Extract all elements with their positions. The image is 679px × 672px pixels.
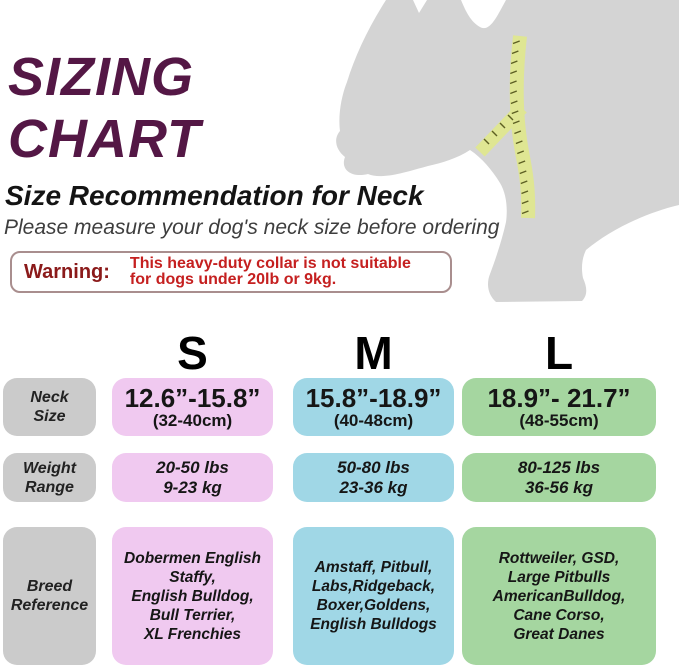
dog-silhouette-icon: [336, 0, 679, 302]
breed-line: Cane Corso,: [513, 606, 605, 624]
measure-note: Please measure your dog's neck size befo…: [4, 216, 500, 239]
row-label-line: Size: [33, 408, 66, 425]
size-header-s: S: [177, 327, 208, 379]
breed-line: Dobermen English: [124, 549, 261, 567]
neck-inches: 12.6”-15.8”: [124, 383, 261, 413]
measuring-tape-diagonal: [475, 103, 527, 157]
breed-line: Amstaff, Pitbull,: [314, 559, 433, 576]
row-label-line: Weight: [22, 459, 77, 477]
row-label-neck-size: Neck Size: [3, 378, 96, 436]
breed-line: AmericanBulldog,: [492, 587, 626, 605]
neck-cm: (32-40cm): [152, 411, 233, 430]
weight-kg: 9-23 kg: [163, 477, 222, 497]
size-header-m: M: [354, 327, 393, 379]
row-label-breed-reference: Breed Reference: [3, 527, 96, 665]
breed-line: Rottweiler, GSD,: [498, 549, 620, 567]
breed-line: Bull Terrier,: [149, 606, 236, 624]
dog-body-shape: [336, 0, 679, 302]
page-title: SIZING CHART: [8, 46, 201, 170]
weight-range-cell-l: 80-125 lbs 36-56 kg: [462, 453, 656, 502]
page-title-line1: SIZING: [8, 47, 195, 107]
neck-inches: 18.9”- 21.7”: [487, 383, 631, 413]
neck-size-cell-m: 15.8”-18.9” (40-48cm): [293, 378, 454, 436]
weight-lbs: 20-50 lbs: [156, 457, 229, 477]
breed-reference-cell-m: Amstaff, Pitbull, Labs,Ridgeback, Boxer,…: [293, 527, 454, 665]
weight-kg: 36-56 kg: [524, 477, 594, 497]
dog-figure: [330, 0, 679, 310]
row-label-line: Reference: [10, 597, 89, 614]
warning-line1: This heavy-duty collar is not suitable: [129, 254, 411, 272]
breed-line: English Bulldogs: [310, 616, 437, 633]
neck-size-cell-s: 12.6”-15.8” (32-40cm): [112, 378, 273, 436]
breed-line: Staffy,: [169, 568, 216, 586]
weight-kg: 23-36 kg: [339, 477, 408, 497]
weight-range-cell-m: 50-80 lbs 23-36 kg: [293, 453, 454, 502]
breed-reference-cell-s: Dobermen English Staffy, English Bulldog…: [112, 527, 273, 665]
warning-text: This heavy-duty collar is not suitable f…: [129, 254, 411, 289]
weight-range-cell-s: 20-50 lbs 9-23 kg: [112, 453, 273, 502]
neck-cm: (48-55cm): [519, 411, 599, 430]
subtitle: Size Recommendation for Neck: [5, 180, 424, 211]
warning-label: Warning:: [24, 260, 110, 283]
breed-line: Boxer,Goldens,: [316, 597, 431, 614]
warning-line2: for dogs under 20lb or 9kg.: [129, 271, 337, 288]
size-header-l: L: [544, 327, 574, 379]
tape-tick-marks: [483, 40, 529, 215]
row-label-weight-range: Weight Range: [3, 453, 96, 502]
breed-line: Large Pitbulls: [507, 568, 611, 586]
breed-reference-cell-l: Rottweiler, GSD, Large Pitbulls American…: [462, 527, 656, 665]
row-label-line: Neck: [30, 389, 69, 406]
row-label-line: Range: [25, 478, 74, 496]
weight-lbs: 50-80 lbs: [337, 457, 410, 477]
neck-cm: (40-48cm): [333, 411, 414, 430]
breed-line: XL Frenchies: [143, 625, 242, 643]
neck-size-cell-l: 18.9”- 21.7” (48-55cm): [462, 378, 656, 436]
page-title-line2: CHART: [8, 109, 201, 169]
breed-line: Great Danes: [513, 625, 605, 643]
row-label-line: Breed: [26, 578, 73, 595]
breed-line: Labs,Ridgeback,: [311, 578, 436, 595]
weight-lbs: 80-125 lbs: [517, 457, 601, 477]
neck-inches: 15.8”-18.9”: [305, 383, 442, 413]
breed-line: English Bulldog,: [131, 587, 254, 605]
warning-box: Warning: This heavy-duty collar is not s…: [10, 251, 452, 293]
